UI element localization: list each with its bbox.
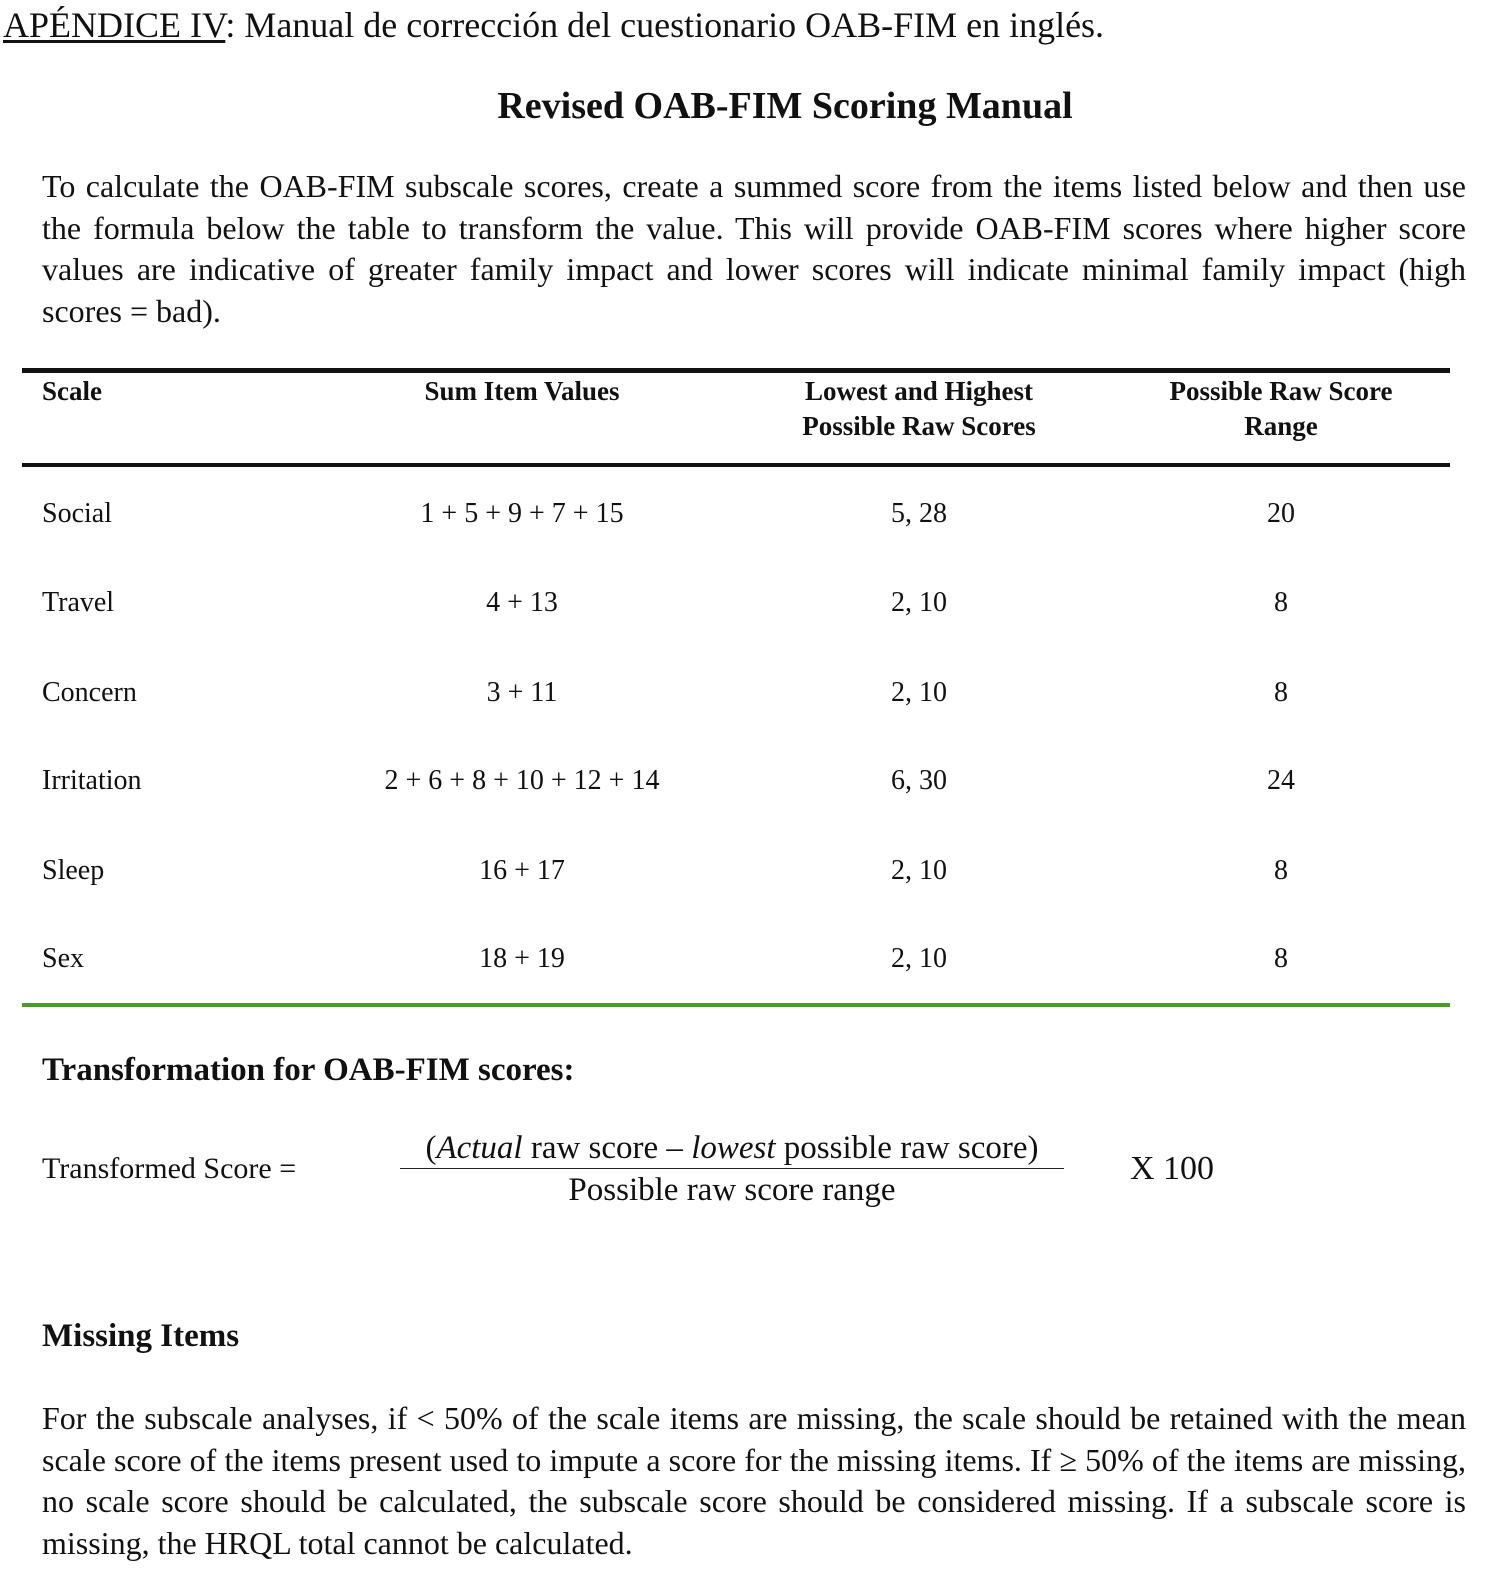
table-cell: 18 + 19 [479,943,565,974]
column-header: Scale [42,376,102,406]
appendix-label: APÉNDICE IV [3,5,226,45]
section-heading: Transformation for OAB-FIM scores: [42,1052,575,1088]
appendix-header: APÉNDICE IV: Manual de corrección del cu… [3,4,1104,46]
table-cell: 8 [1274,587,1288,618]
column-header: Lowest and Highest Possible Raw Scores [802,376,1036,441]
table-cell: 3 + 11 [486,677,558,708]
row-label: Travel [42,587,115,618]
intro-paragraph: To calculate the OAB-FIM subscale scores… [42,168,1466,329]
num-part: possible raw score) [775,1130,1039,1166]
header-rule [22,463,1450,467]
table-cell: 2, 10 [891,943,947,974]
table-cell: 6, 30 [891,765,947,796]
row-label: Irritation [42,765,142,796]
formula-numerator: (Actual raw score – lowest possible raw … [400,1128,1064,1169]
num-part: ( [425,1130,437,1166]
row-label: Sleep [42,855,105,886]
table-cell: 5, 28 [891,498,947,529]
num-part: lowest [691,1130,776,1166]
table-cell: 2, 10 [891,677,947,708]
num-part: raw score – [522,1130,692,1166]
row-label: Social [42,498,112,529]
row-label: Sex [42,943,84,974]
table-cell: 2, 10 [891,587,947,618]
formula-denominator: Possible raw score range [568,1172,896,1208]
table-cell: 4 + 13 [486,587,558,618]
table-top-rule [22,368,1450,373]
table-bottom-rule [22,1003,1450,1007]
table-cell: 8 [1274,855,1288,886]
section-heading: Missing Items [42,1318,240,1354]
row-label: Concern [42,677,137,708]
table-cell: 2, 10 [891,855,947,886]
table-cell: 20 [1267,498,1295,529]
column-header: Possible Raw Score Range [1169,376,1393,441]
table-cell: 1 + 5 + 9 + 7 + 15 [420,498,624,529]
num-part: Actual [436,1130,523,1166]
column-header: Sum Item Values [424,376,620,406]
formula-multiplier: X 100 [1130,1150,1215,1187]
appendix-caption: : Manual de corrección del cuestionario … [225,5,1105,45]
table-cell: 2 + 6 + 8 + 10 + 12 + 14 [384,765,660,796]
formula-lhs: Transformed Score = [42,1152,297,1185]
scoring-table: Scale Sum Item Values Lowest and Highest P… [22,368,1450,1008]
title: Revised OAB-FIM Scoring Manual [497,85,1073,127]
table-cell: 16 + 17 [479,855,565,886]
missing-paragraph: For the subscale analyses, if < 50% of t… [42,1400,1466,1561]
table-cell: 8 [1274,677,1288,708]
table-cell: 8 [1274,943,1288,974]
table-cell: 24 [1267,765,1295,796]
